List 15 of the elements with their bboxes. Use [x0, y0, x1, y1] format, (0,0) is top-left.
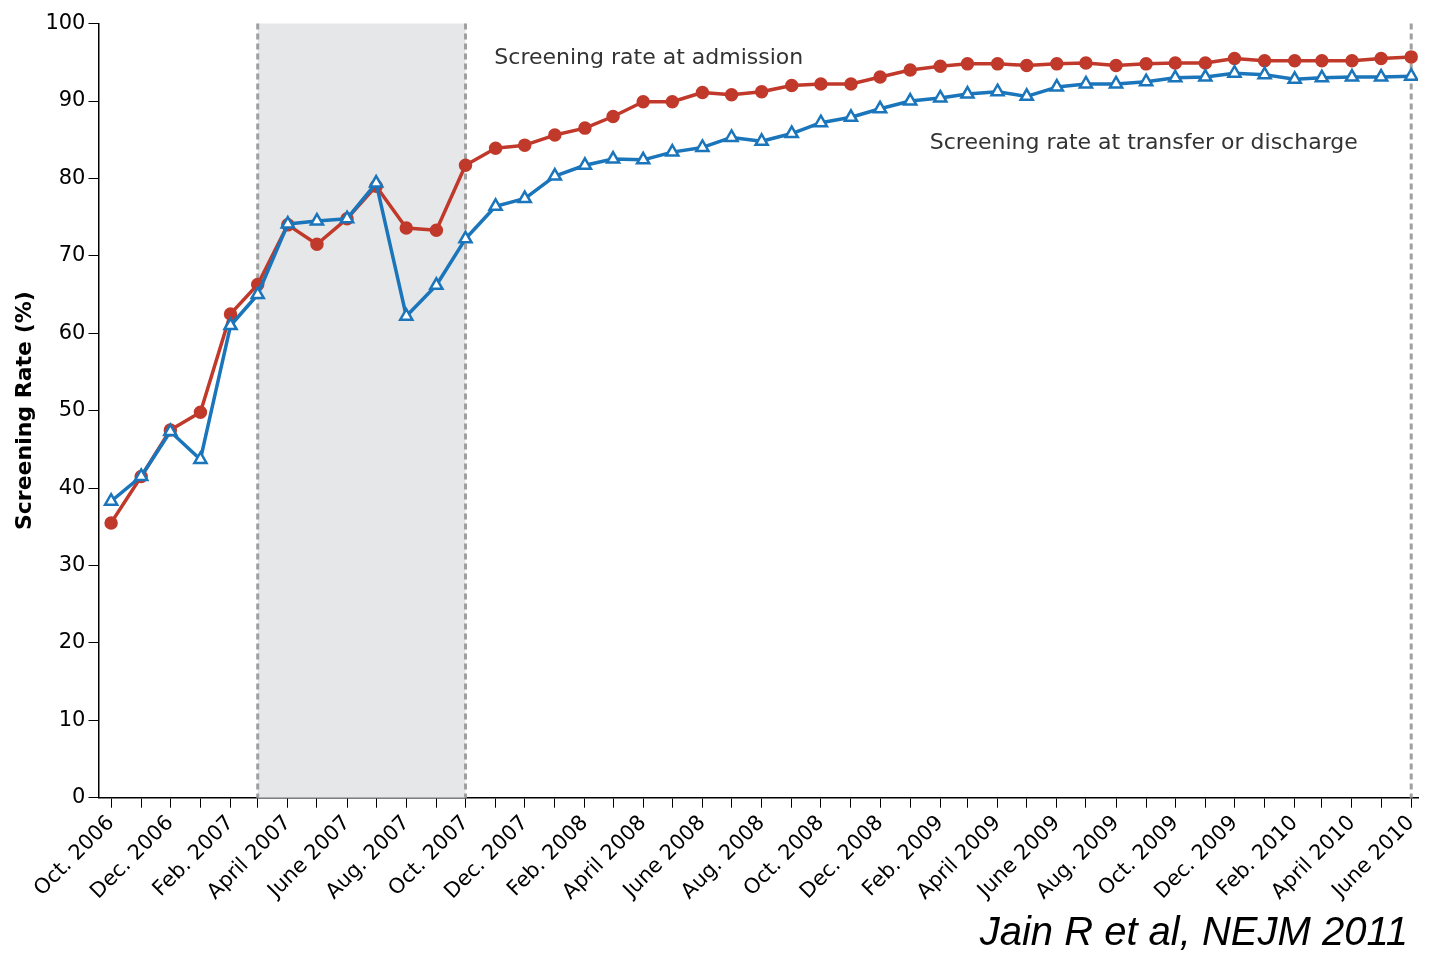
y-tick-label: 80 — [58, 164, 86, 189]
text: Jain R et al, NEJM 2011 — [978, 909, 1408, 954]
series-label: Screening rate at admission — [494, 44, 804, 70]
y-tick-label: 90 — [58, 87, 86, 112]
y-tick-label: 20 — [58, 629, 86, 654]
y-tick-label: 10 — [58, 706, 86, 731]
y-tick-label: 70 — [58, 242, 86, 267]
y-tick-label: 40 — [58, 474, 86, 499]
y-tick-label: 50 — [58, 397, 86, 422]
y-tick-label: 60 — [58, 319, 86, 344]
y-tick-label: 100 — [45, 10, 86, 35]
y-axis-title: Screening Rate (%) — [10, 291, 36, 531]
y-tick-label: 0 — [72, 784, 86, 809]
y-tick-label: 30 — [58, 551, 86, 576]
series-label: Screening rate at transfer or discharge — [929, 129, 1358, 155]
